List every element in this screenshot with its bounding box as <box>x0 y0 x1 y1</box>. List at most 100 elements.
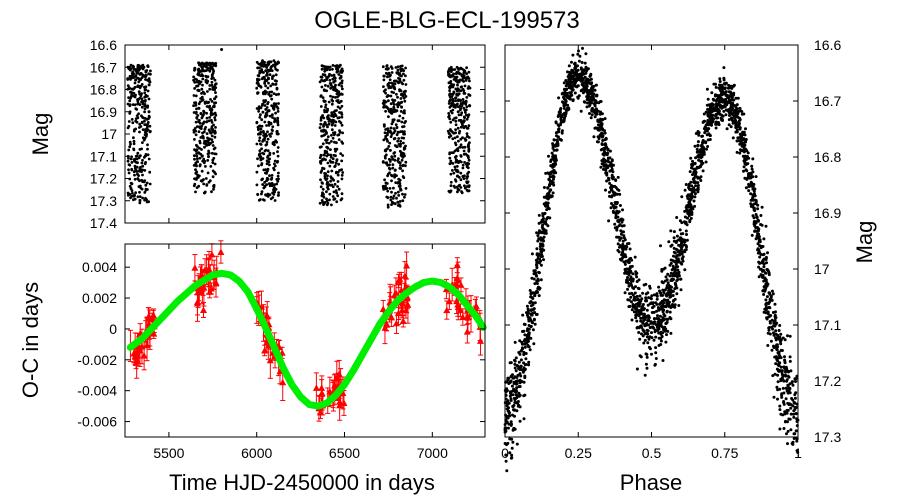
phased-point <box>773 355 777 359</box>
phased-point <box>621 250 625 254</box>
light-curve-point <box>401 169 404 173</box>
phased-point <box>672 230 676 234</box>
light-curve-point <box>212 104 216 108</box>
light-curve-point <box>328 72 331 76</box>
phased-point <box>630 300 633 304</box>
phased-point <box>644 282 648 286</box>
light-curve-point <box>260 192 263 196</box>
light-curve-point <box>262 131 265 135</box>
light-curve-point <box>192 75 196 79</box>
light-curve-point <box>319 185 323 189</box>
light-curve-point <box>394 168 397 172</box>
light-curve-point <box>213 116 217 119</box>
oc-point <box>200 306 207 313</box>
phased-point <box>535 231 539 235</box>
light-curve-point <box>333 182 337 186</box>
phased-point <box>533 294 537 298</box>
light-curve-point <box>270 90 274 94</box>
light-curve-point <box>213 83 217 86</box>
light-curve-point <box>451 74 455 77</box>
light-curve-point <box>390 133 394 136</box>
light-curve-point <box>138 190 141 194</box>
phased-point <box>584 71 588 75</box>
light-curve-point <box>272 104 276 108</box>
light-curve-point <box>331 177 334 181</box>
light-curve-point <box>203 190 207 194</box>
phased-point <box>532 342 536 346</box>
light-curve-point <box>131 88 135 91</box>
light-curve-point <box>336 105 340 109</box>
light-curve-point <box>210 73 214 77</box>
light-curve-point <box>257 127 260 130</box>
phased-point <box>656 314 659 318</box>
light-curve-point <box>382 85 385 88</box>
light-curve-point <box>459 125 463 129</box>
light-curve-point <box>463 161 466 164</box>
light-curve-point <box>332 133 336 137</box>
light-curve-point <box>192 130 196 134</box>
phased-point <box>567 64 571 68</box>
light-curve-point <box>205 61 208 65</box>
light-curve-point <box>214 113 218 117</box>
light-curve-point <box>265 124 268 127</box>
light-curve-point <box>262 71 265 74</box>
light-curve-point <box>320 194 324 198</box>
light-curve-point <box>334 64 337 68</box>
light-curve-point <box>341 142 345 145</box>
phased-point <box>773 324 777 328</box>
phased-point <box>566 70 569 74</box>
light-curve-point <box>198 118 201 122</box>
phased-point <box>645 328 649 332</box>
light-curve-point <box>389 65 393 69</box>
light-curve-point <box>448 89 451 92</box>
phased-point <box>779 365 783 369</box>
light-curve-point <box>213 135 217 139</box>
phased-point <box>710 102 713 106</box>
phased-point <box>523 368 527 372</box>
phased-point <box>664 340 668 344</box>
phased-point <box>750 167 754 171</box>
oc-point <box>381 324 389 331</box>
light-curve-point <box>143 179 147 183</box>
light-curve-point <box>459 89 463 93</box>
light-curve-point <box>257 164 260 168</box>
light-curve-point <box>453 149 457 153</box>
light-curve-point <box>451 108 455 112</box>
light-curve-point <box>213 146 217 150</box>
light-curve-point <box>271 116 274 119</box>
light-curve-point <box>340 84 344 88</box>
light-curve-point <box>323 89 327 92</box>
light-curve-point <box>387 86 391 90</box>
light-curve-point <box>270 182 274 185</box>
phased-point <box>742 165 746 169</box>
light-curve-point <box>384 128 387 131</box>
oc-point <box>212 279 220 286</box>
phased-point <box>660 335 664 338</box>
phased-point <box>592 92 596 96</box>
phased-point <box>542 217 545 220</box>
light-curve-point <box>128 140 132 144</box>
light-curve-point <box>466 163 469 167</box>
light-curve-point <box>263 100 266 104</box>
light-curve-point <box>335 200 339 204</box>
phased-point <box>793 377 797 381</box>
light-curve-ylabel: Mag <box>28 113 53 156</box>
light-curve-point <box>193 148 196 152</box>
light-curve-point <box>451 118 455 122</box>
light-curve-point <box>404 74 407 78</box>
light-curve-point <box>462 100 465 104</box>
light-curve-point <box>463 84 467 88</box>
light-curve-point <box>275 79 278 83</box>
light-curve-point <box>213 152 217 156</box>
oc-ytick-label: 0.002 <box>82 290 117 306</box>
light-curve-point <box>390 122 394 126</box>
light-curve-point <box>402 147 406 151</box>
phased-point <box>537 229 541 233</box>
light-curve-point <box>266 137 270 141</box>
phased-point <box>663 288 667 292</box>
light-curve-point <box>325 203 329 207</box>
light-curve-point <box>195 125 199 128</box>
phased-point <box>738 127 742 131</box>
light-curve-point <box>339 70 342 74</box>
light-curve-point <box>385 95 389 98</box>
